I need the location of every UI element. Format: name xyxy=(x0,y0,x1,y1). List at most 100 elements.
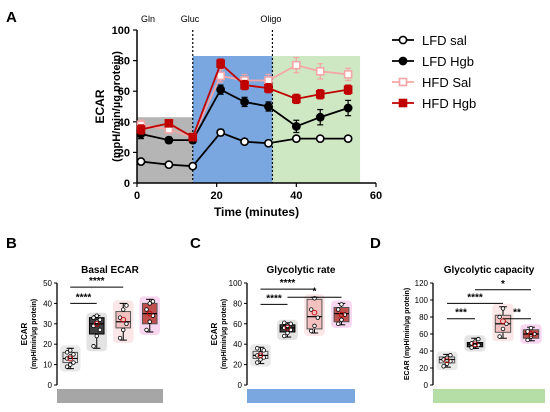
data-point xyxy=(339,302,344,307)
significance-label: **** xyxy=(467,292,483,303)
data-point xyxy=(336,307,341,312)
y-axis-label: ECAR xyxy=(93,89,107,123)
y-tick-label: 10 xyxy=(43,361,52,370)
injection-label-1: Gluc xyxy=(181,14,200,24)
y-axis-label-units: (mpH/min/µg protein) xyxy=(111,51,123,162)
data-point xyxy=(68,348,73,353)
x-tick-label: 40 xyxy=(290,190,302,202)
condition-bar xyxy=(57,389,163,403)
data-point xyxy=(398,56,408,66)
y-axis-label-units: (mpH/min/µg protein) xyxy=(221,299,228,370)
box-lfd-sal xyxy=(436,351,458,371)
chart-title: Basal ECAR xyxy=(81,265,140,276)
data-point xyxy=(282,320,287,325)
series-lfd-sal xyxy=(136,128,353,171)
legend-label: LFD sal xyxy=(422,33,467,48)
data-point xyxy=(398,77,408,87)
mean-marker xyxy=(472,341,478,348)
data-point xyxy=(97,327,103,333)
data-point xyxy=(469,345,474,350)
condition-bar xyxy=(247,389,355,403)
data-point xyxy=(525,337,530,343)
data-point xyxy=(216,128,226,137)
data-point xyxy=(309,328,314,334)
significance-label: **** xyxy=(89,276,105,287)
data-point xyxy=(240,80,249,90)
data-point xyxy=(398,35,408,45)
data-point xyxy=(264,102,273,111)
data-point xyxy=(285,330,290,336)
data-point xyxy=(476,336,481,342)
significance-label: * xyxy=(501,279,505,290)
box-hfd-sal xyxy=(304,294,325,336)
data-point xyxy=(441,364,446,369)
mean-marker xyxy=(120,316,127,323)
data-point xyxy=(97,317,103,322)
data-point xyxy=(528,325,534,331)
data-point xyxy=(164,160,174,170)
y-tick-label: 40 xyxy=(43,299,52,308)
data-point xyxy=(343,134,353,144)
data-point xyxy=(64,350,70,355)
data-point xyxy=(291,134,301,144)
box-lfd-hgb xyxy=(464,335,486,352)
data-point xyxy=(500,306,506,311)
data-point xyxy=(255,346,260,351)
data-point xyxy=(315,112,325,122)
x-tick-label: 20 xyxy=(211,190,223,202)
data-point xyxy=(164,119,174,128)
y-tick-label: 100 xyxy=(415,296,429,305)
y-tick-label: 20 xyxy=(118,147,130,159)
box-lfd-sal xyxy=(250,344,271,367)
mean-marker xyxy=(146,310,153,317)
y-tick-label: 100 xyxy=(229,279,243,288)
data-point xyxy=(240,137,249,147)
mean-marker xyxy=(528,331,534,337)
data-point xyxy=(68,362,73,367)
data-point xyxy=(282,333,287,339)
series-hfd-hgb xyxy=(136,58,353,142)
significance-label: * xyxy=(313,286,317,297)
data-point xyxy=(315,134,325,144)
data-point xyxy=(124,321,129,326)
y-tick-label: 20 xyxy=(419,364,428,373)
y-tick-label: 0 xyxy=(238,381,243,390)
data-point xyxy=(309,307,314,312)
data-point xyxy=(71,352,76,357)
data-point xyxy=(91,315,96,320)
y-tick-label: 80 xyxy=(419,313,428,322)
mean-marker xyxy=(444,357,450,364)
data-point xyxy=(255,360,260,365)
mean-marker xyxy=(311,309,318,316)
data-point xyxy=(312,323,317,329)
data-point xyxy=(264,76,273,85)
injection-label-2: Oligo xyxy=(260,14,281,24)
box-lfd-hgb xyxy=(86,312,108,352)
data-point xyxy=(147,319,152,324)
y-axis-label-units: (mpH/min/µg protein) xyxy=(31,299,38,370)
y-tick-label: 40 xyxy=(118,117,130,129)
data-point xyxy=(188,132,198,142)
y-tick-label: 40 xyxy=(419,347,428,356)
data-point xyxy=(343,85,353,94)
x-tick-label: 60 xyxy=(370,190,382,202)
ecar-timecourse-chart: Gln Gluc Oligo 0 20 40 60 80 100 0 20 40 60 Time (min… xyxy=(93,14,476,219)
data-point xyxy=(315,315,320,320)
data-point xyxy=(117,335,123,341)
y-tick-label: 20 xyxy=(233,361,242,370)
data-point xyxy=(264,138,273,148)
box-body xyxy=(115,311,132,329)
significance-label: **** xyxy=(280,278,296,289)
chart-title: Glycolytic capacity xyxy=(444,265,535,276)
data-point xyxy=(147,301,152,306)
data-point xyxy=(91,344,96,349)
mean-marker xyxy=(284,325,291,331)
y-tick-label: 20 xyxy=(43,340,52,349)
legend-label: HFD Sal xyxy=(422,75,471,90)
significance-label: **** xyxy=(266,293,282,304)
data-point xyxy=(497,334,502,339)
data-point xyxy=(525,329,530,334)
y-tick-label: 0 xyxy=(48,381,53,390)
panel-label-c: C xyxy=(190,235,201,252)
